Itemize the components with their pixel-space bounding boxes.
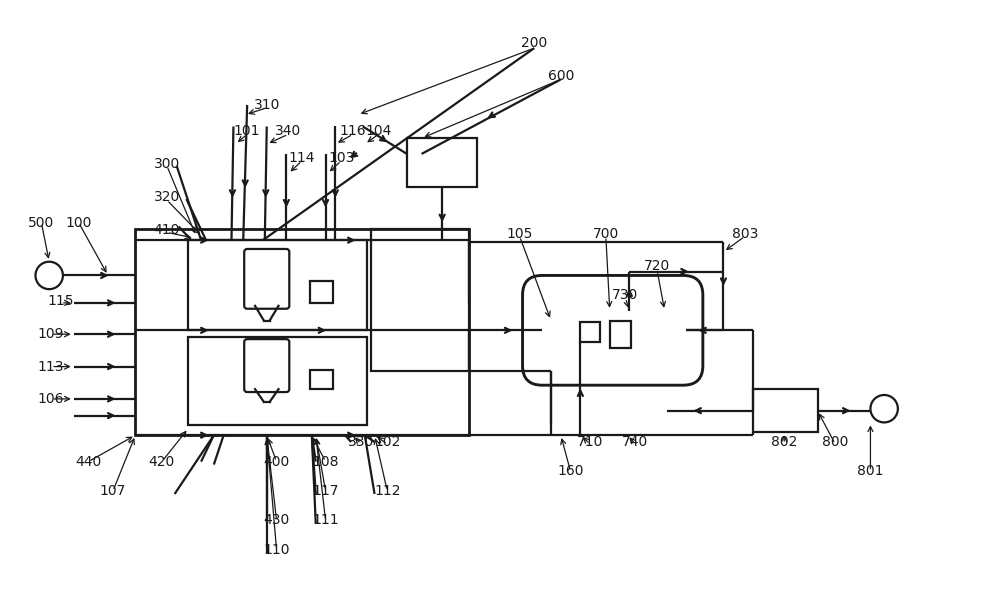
Bar — [188, 337, 367, 425]
Text: 310: 310 — [254, 98, 280, 112]
Bar — [188, 240, 367, 330]
Text: 109: 109 — [38, 327, 64, 341]
Bar — [610, 320, 631, 348]
Text: 102: 102 — [374, 435, 400, 449]
Text: 700: 700 — [593, 227, 619, 241]
Text: 430: 430 — [263, 514, 290, 527]
Text: 114: 114 — [289, 151, 315, 165]
Text: 116: 116 — [340, 125, 366, 138]
FancyBboxPatch shape — [244, 249, 289, 309]
Text: 106: 106 — [38, 392, 64, 406]
Text: 300: 300 — [154, 157, 180, 171]
Bar — [135, 229, 469, 435]
Text: 420: 420 — [149, 455, 175, 468]
Text: 105: 105 — [506, 227, 533, 241]
Text: 113: 113 — [38, 359, 64, 374]
Text: 740: 740 — [622, 435, 648, 449]
Text: 110: 110 — [263, 543, 290, 557]
Text: 160: 160 — [557, 464, 584, 479]
Text: 500: 500 — [28, 215, 54, 229]
Text: 200: 200 — [521, 36, 547, 50]
Text: 117: 117 — [312, 484, 339, 498]
Text: 710: 710 — [577, 435, 603, 449]
Text: 720: 720 — [644, 259, 670, 273]
Text: 801: 801 — [857, 464, 884, 479]
FancyBboxPatch shape — [244, 339, 289, 392]
Text: 103: 103 — [328, 151, 354, 165]
Bar — [407, 138, 477, 187]
FancyBboxPatch shape — [523, 275, 703, 385]
Text: 111: 111 — [312, 514, 339, 527]
Bar — [753, 389, 818, 432]
Text: 730: 730 — [612, 288, 639, 302]
Bar — [310, 281, 333, 303]
Text: 330: 330 — [348, 435, 374, 449]
Bar — [580, 323, 600, 342]
Text: 410: 410 — [154, 224, 180, 237]
Text: 440: 440 — [75, 455, 102, 468]
Bar — [371, 229, 469, 371]
Bar — [310, 369, 333, 389]
Text: 320: 320 — [154, 190, 180, 204]
Text: 108: 108 — [312, 455, 339, 468]
Text: 104: 104 — [365, 125, 392, 138]
Text: 600: 600 — [548, 69, 574, 82]
Text: 101: 101 — [234, 125, 260, 138]
Text: 100: 100 — [65, 215, 92, 229]
Text: 107: 107 — [100, 484, 126, 498]
Text: 803: 803 — [732, 227, 758, 241]
Text: 400: 400 — [263, 455, 290, 468]
Text: 115: 115 — [48, 294, 74, 308]
Text: 802: 802 — [771, 435, 797, 449]
Text: 800: 800 — [822, 435, 848, 449]
Text: 112: 112 — [374, 484, 401, 498]
Text: 340: 340 — [275, 125, 301, 138]
